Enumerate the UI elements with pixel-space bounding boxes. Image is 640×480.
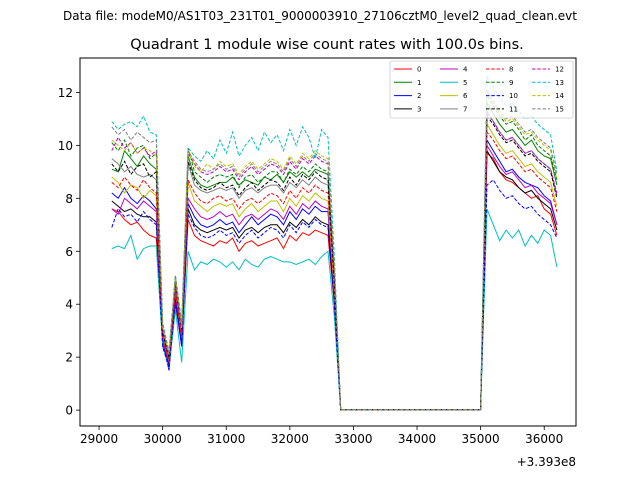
legend-label-4: 4 — [463, 66, 468, 74]
series-line-1 — [111, 101, 558, 411]
x-tick-label: 34000 — [398, 432, 436, 446]
legend-label-11: 11 — [509, 105, 518, 113]
series-line-15 — [111, 88, 558, 411]
legend-label-3: 3 — [417, 105, 421, 113]
x-offset-label: +3.393e8 — [517, 455, 576, 469]
x-tick-label: 31000 — [207, 432, 245, 446]
legend-label-5: 5 — [463, 79, 467, 87]
x-axis: 29000 30000 31000 32000 33000 34000 35000 36000 — [80, 426, 563, 446]
legend-label-7: 7 — [463, 105, 467, 113]
legend-label-9: 9 — [509, 79, 513, 87]
legend-label-2: 2 — [417, 92, 421, 100]
legend-label-15: 15 — [555, 105, 564, 113]
y-axis: 0 2 4 6 8 10 12 — [58, 86, 80, 418]
y-tick-label: 4 — [65, 298, 73, 312]
x-tick-label: 30000 — [144, 432, 182, 446]
legend-label-8: 8 — [509, 66, 513, 74]
series-line-12 — [111, 112, 558, 411]
y-tick-label: 12 — [58, 86, 73, 100]
y-tick-label: 2 — [65, 351, 73, 365]
legend-label-6: 6 — [463, 92, 468, 100]
series-line-10 — [111, 179, 558, 411]
data-file-title: Data file: modeM0/AS1T03_231T01_90000039… — [63, 9, 577, 23]
y-tick-label: 10 — [58, 139, 73, 153]
y-tick-label: 0 — [65, 404, 73, 418]
y-tick-label: 6 — [65, 245, 73, 259]
legend-label-0: 0 — [417, 66, 421, 74]
x-tick-label: 33000 — [334, 432, 372, 446]
series-layer — [111, 74, 558, 411]
legend-label-1: 1 — [417, 79, 421, 87]
plot-area: 29000 30000 31000 32000 33000 34000 35000 36000… — [58, 57, 577, 469]
x-tick-label: 36000 — [525, 432, 563, 446]
chart-title: Quadrant 1 module wise count rates with … — [130, 37, 524, 53]
legend-box — [389, 60, 574, 119]
series-line-13 — [111, 74, 558, 411]
legend-label-10: 10 — [509, 92, 518, 100]
y-tick-label: 8 — [65, 192, 73, 206]
legend-label-12: 12 — [555, 66, 564, 74]
legend-label-13: 13 — [555, 79, 564, 87]
x-tick-label: 32000 — [271, 432, 309, 446]
axes-frame — [79, 57, 577, 427]
x-tick-label: 29000 — [80, 432, 118, 446]
x-tick-label: 35000 — [462, 432, 500, 446]
legend-label-14: 14 — [555, 92, 564, 100]
series-line-14 — [111, 90, 558, 411]
